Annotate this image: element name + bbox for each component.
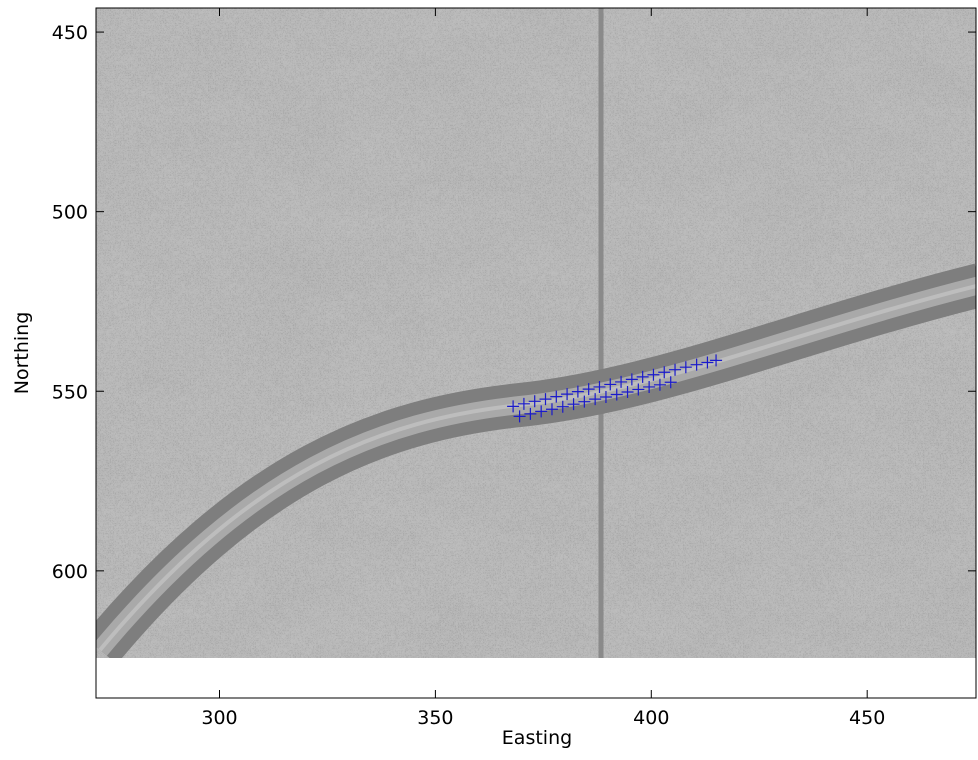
y-tick-label: 600: [52, 561, 88, 583]
y-tick-label: 550: [52, 381, 88, 403]
x-tick-label: 400: [633, 707, 669, 729]
x-tick-label: 450: [849, 707, 885, 729]
x-axis-label: Easting: [502, 727, 572, 749]
x-tick-label: 300: [201, 707, 237, 729]
background-image: [96, 8, 978, 658]
y-tick-label: 450: [52, 22, 88, 44]
chart: Easting Northing 300 350 400 450 450 500 550 60…: [0, 0, 978, 756]
x-tick-label: 350: [417, 707, 453, 729]
y-tick-label: 500: [52, 202, 88, 224]
y-axis-label: Northing: [11, 312, 33, 395]
